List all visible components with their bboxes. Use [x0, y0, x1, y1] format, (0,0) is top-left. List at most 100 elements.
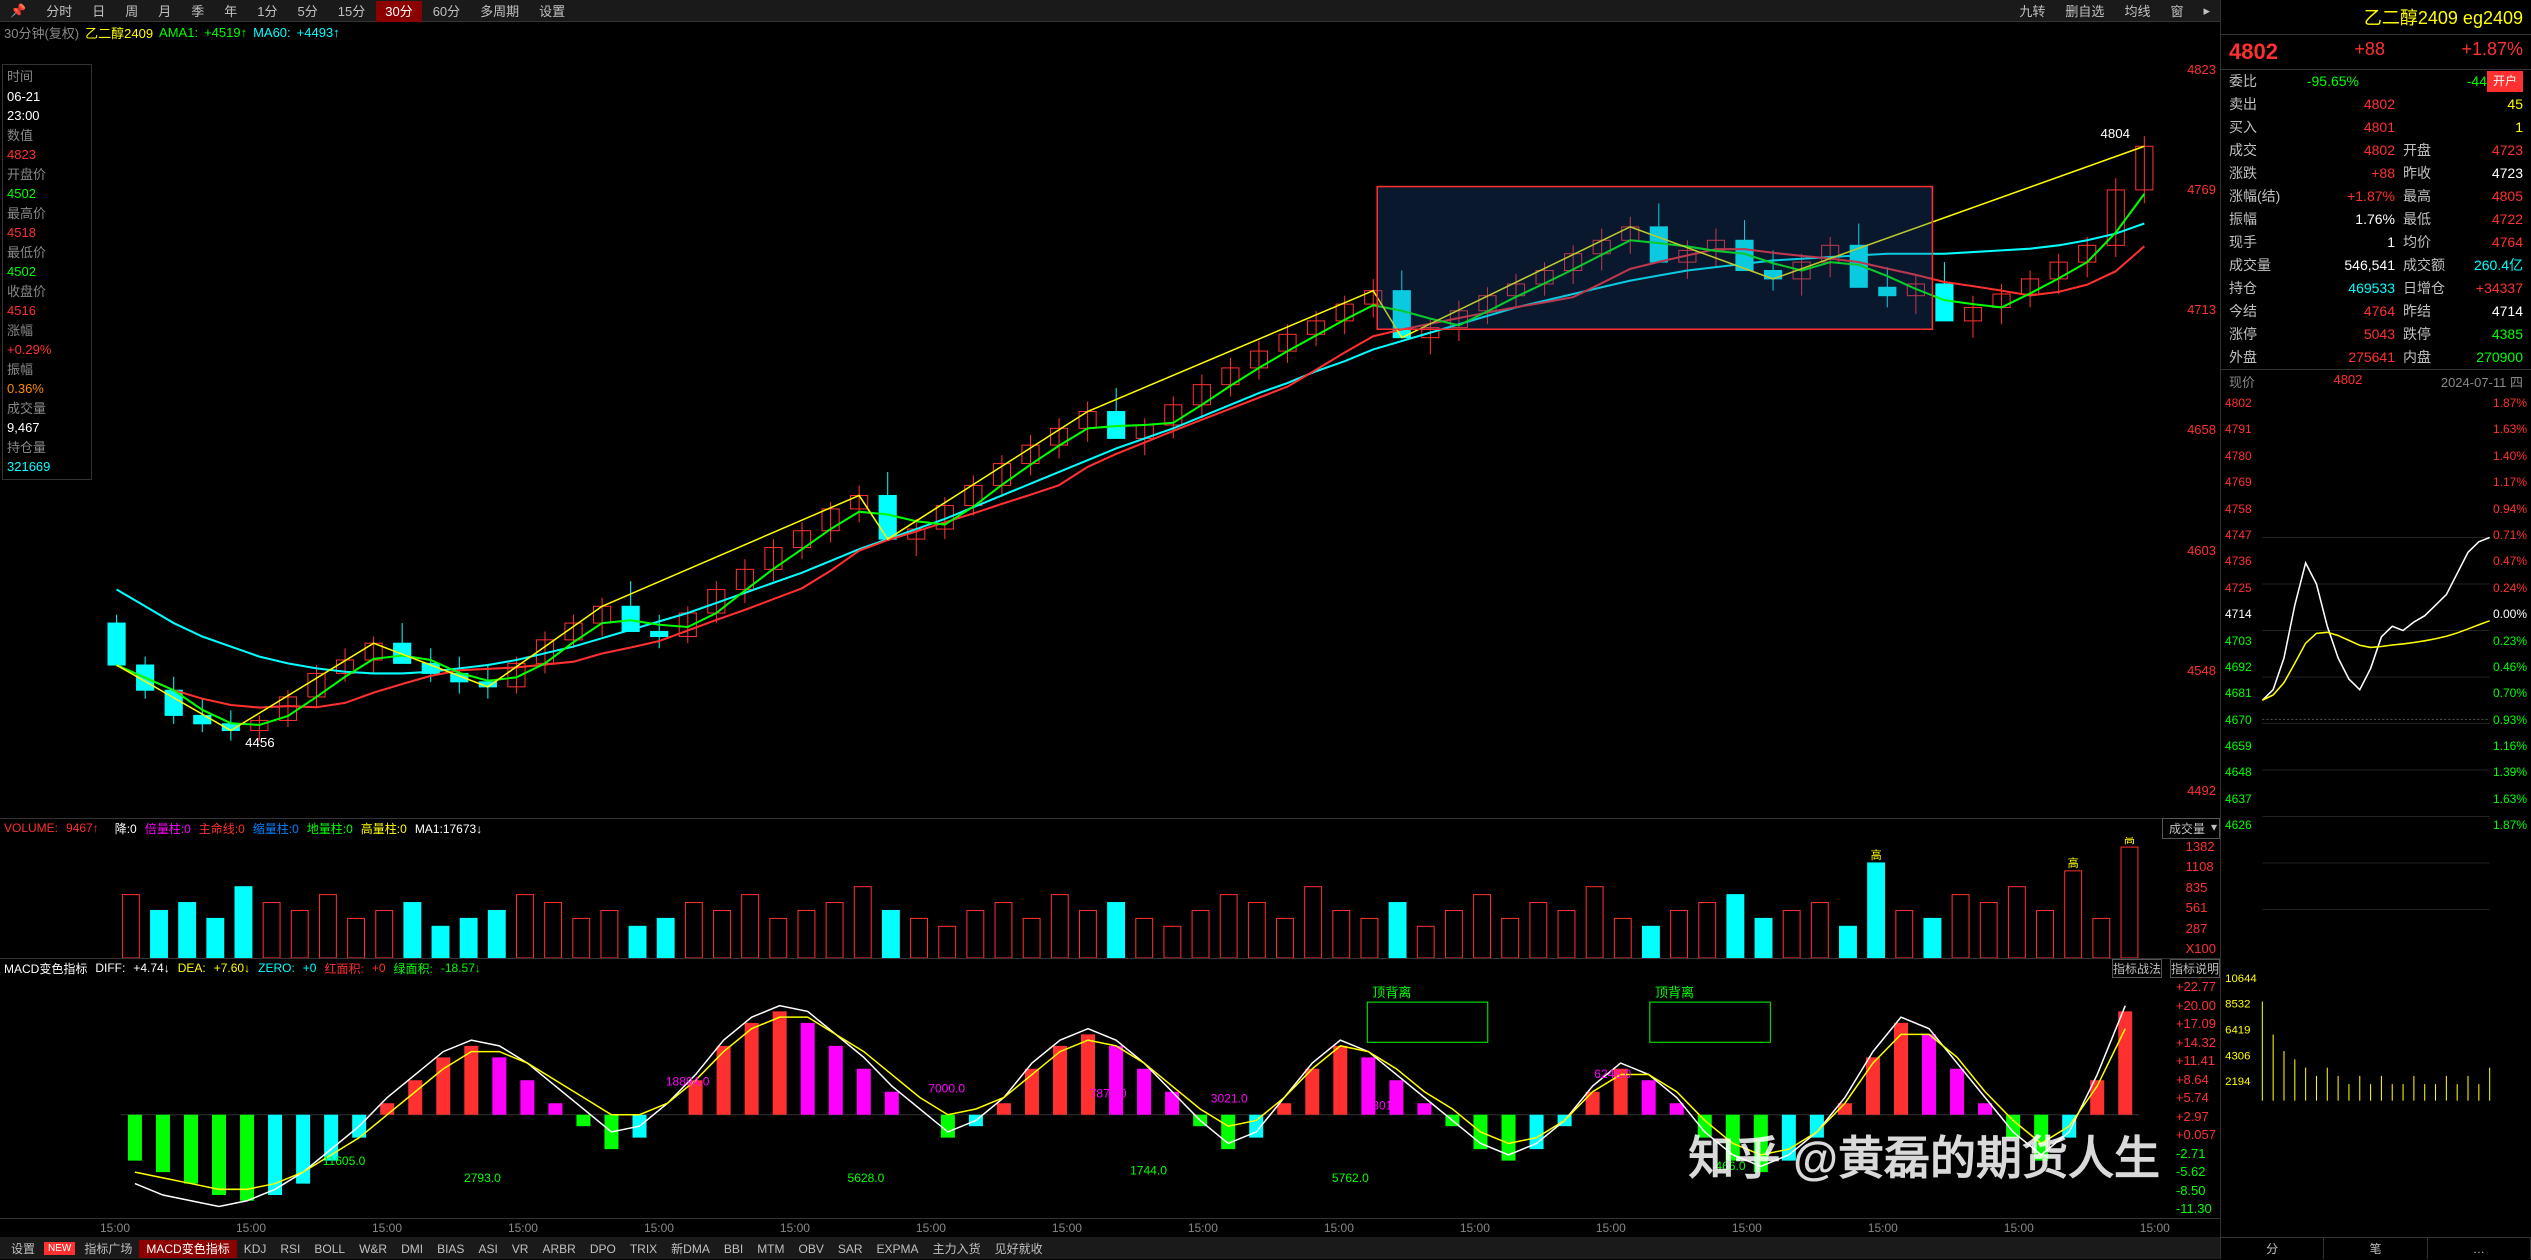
period-30分[interactable]: 30分	[376, 1, 421, 22]
volume-dropdown[interactable]: 成交量	[2162, 818, 2220, 839]
tool-窗[interactable]: 窗	[2161, 1, 2192, 22]
svg-text:1744.0: 1744.0	[1130, 1164, 1167, 1178]
time-axis: 15:0015:0015:0015:0015:0015:0015:0015:00…	[0, 1219, 2220, 1237]
svg-text:4804: 4804	[2101, 126, 2131, 141]
chart-info-bar: 30分钟(复权) 乙二醇2409 AMA1: +4519↑ MA60: +449…	[0, 22, 2220, 42]
svg-text:3021.0: 3021.0	[1211, 1091, 1248, 1105]
svg-text:顶背离: 顶背离	[1655, 985, 1694, 1000]
instrument-title: 乙二醇2409 eg2409	[2221, 0, 2531, 35]
period-1分[interactable]: 1分	[248, 1, 286, 22]
ohlc-sidebar: 时间 06-21 23:00 数值 4823 开盘价 4502 最高价 4518…	[2, 64, 92, 480]
mini-chart-svg: 10644 8532 6419 4306 2194	[2221, 393, 2531, 1240]
svg-text:5628.0: 5628.0	[848, 1171, 885, 1185]
indicator-tab-VR[interactable]: VR	[505, 1240, 536, 1258]
svg-text:高: 高	[2124, 837, 2135, 846]
quote-row: 成交4802开盘4723	[2221, 139, 2531, 162]
indicator-tab-ARBR[interactable]: ARBR	[535, 1240, 582, 1258]
indicator-tab-TRIX[interactable]: TRIX	[623, 1240, 664, 1258]
quote-row: 现手1均价4764	[2221, 231, 2531, 254]
svg-text:4456: 4456	[245, 735, 275, 750]
quote-table: 委比-95.65%-44开户卖出480245买入48011成交4802开盘472…	[2221, 70, 2531, 369]
svg-text:801.0: 801.0	[1372, 1099, 1402, 1113]
quote-row: 卖出480245	[2221, 93, 2531, 116]
indicator-tab-DMI[interactable]: DMI	[394, 1240, 430, 1258]
macd-header: MACD变色指标 DIFF:+4.74↓ DEA:+7.60↓ ZERO:+0 …	[0, 959, 2220, 977]
interval-label: 30分钟(复权)	[4, 23, 79, 42]
macd-help-button[interactable]: 指标说明	[2170, 959, 2220, 978]
indicator-tab-DPO[interactable]: DPO	[583, 1240, 623, 1258]
period-多周期[interactable]: 多周期	[471, 1, 528, 22]
svg-text:6419: 6419	[2225, 1025, 2250, 1037]
tool-九转[interactable]: 九转	[2010, 1, 2054, 22]
quote-row: 委比-95.65%-44开户	[2221, 70, 2531, 93]
indicator-tab-OBV[interactable]: OBV	[792, 1240, 831, 1258]
indicator-tab-BIAS[interactable]: BIAS	[430, 1240, 471, 1258]
indicator-tab-MACD变色指标[interactable]: MACD变色指标	[139, 1240, 236, 1258]
period-季[interactable]: 季	[182, 1, 213, 22]
indicator-tab-MTM[interactable]: MTM	[750, 1240, 791, 1258]
svg-text:10644: 10644	[2225, 973, 2257, 985]
period-年[interactable]: 年	[215, 1, 246, 22]
period-15分[interactable]: 15分	[329, 1, 374, 22]
svg-text:7000.0: 7000.0	[928, 1082, 965, 1096]
pin-icon[interactable]: 📌	[1, 0, 35, 22]
volume-bars-svg: 高高高	[0, 837, 2220, 958]
indicator-tabs: 设置 NEW 指标广场MACD变色指标KDJRSIBOLLW&RDMIBIASA…	[0, 1237, 2220, 1259]
svg-text:18894.0: 18894.0	[666, 1074, 710, 1088]
open-account-button[interactable]: 开户	[2487, 71, 2523, 92]
svg-text:466.0: 466.0	[1715, 1159, 1745, 1173]
indicator-tab-RSI[interactable]: RSI	[273, 1240, 307, 1258]
quote-panel: 乙二醇2409 eg2409 4802 +88 +1.87% 委比-95.65%…	[2221, 0, 2531, 1259]
arrow-icon[interactable]: ▸	[2194, 0, 2219, 22]
candlestick-chart-svg: 4804 4456	[0, 42, 2220, 818]
indicator-tab-见好就收[interactable]: 见好就收	[988, 1240, 1050, 1258]
indicator-tab-ASI[interactable]: ASI	[471, 1240, 504, 1258]
svg-text:2194: 2194	[2225, 1076, 2250, 1088]
indicator-tab-KDJ[interactable]: KDJ	[237, 1240, 274, 1258]
indicator-tab-指标广场[interactable]: 指标广场	[77, 1240, 139, 1258]
indicator-settings[interactable]: 设置	[4, 1238, 42, 1259]
ma60-label: MA60:	[253, 25, 291, 40]
period-5分[interactable]: 5分	[289, 1, 327, 22]
volume-panel[interactable]: VOLUME: 9467↑ 降:0倍量柱:0主命线:0缩量柱:0地量柱:0高量柱…	[0, 819, 2220, 959]
svg-text:高: 高	[1871, 848, 1882, 862]
quote-row: 今结4764昨结4714	[2221, 300, 2531, 323]
period-设置[interactable]: 设置	[530, 1, 574, 22]
macd-strategy-button[interactable]: 指标战法	[2112, 959, 2162, 978]
price-change-pct: +1.87%	[2461, 39, 2523, 65]
indicator-tab-SAR[interactable]: SAR	[831, 1240, 870, 1258]
quote-row: 振幅1.76%最低4722	[2221, 208, 2531, 231]
quote-row: 持仓469533日增仓+34337	[2221, 277, 2531, 300]
svg-text:7875.0: 7875.0	[1090, 1087, 1127, 1101]
tool-均线[interactable]: 均线	[2115, 1, 2159, 22]
indicator-tab-BBI[interactable]: BBI	[717, 1240, 750, 1258]
symbol-name: 乙二醇2409	[85, 23, 153, 42]
intraday-mini-chart[interactable]: 现价 4802 2024-07-11 四 1064485326419430621…	[2221, 369, 2531, 1237]
macd-chart-svg: 顶背离顶背离11605.02793.018894.05628.07000.078…	[0, 977, 2220, 1218]
indicator-tab-新DMA[interactable]: 新DMA	[664, 1240, 717, 1258]
svg-text:6246.0: 6246.0	[1594, 1067, 1631, 1081]
quote-row: 涨幅(结)+1.87%最高4805	[2221, 185, 2531, 208]
period-日[interactable]: 日	[83, 1, 114, 22]
indicator-tab-W&R[interactable]: W&R	[352, 1240, 394, 1258]
svg-text:4306: 4306	[2225, 1050, 2250, 1062]
volume-header: VOLUME: 9467↑ 降:0倍量柱:0主命线:0缩量柱:0地量柱:0高量柱…	[0, 819, 2220, 837]
last-price: 4802	[2229, 39, 2278, 65]
svg-text:8532: 8532	[2225, 999, 2250, 1011]
period-60分[interactable]: 60分	[424, 1, 469, 22]
quote-row: 买入48011	[2221, 116, 2531, 139]
indicator-tab-EXPMA[interactable]: EXPMA	[870, 1240, 926, 1258]
indicator-tab-主力入货[interactable]: 主力入货	[926, 1240, 988, 1258]
period-分时[interactable]: 分时	[37, 1, 81, 22]
quote-row: 成交量546,541成交额260.4亿	[2221, 254, 2531, 277]
quote-row: 涨停5043跌停4385	[2221, 323, 2531, 346]
svg-text:高: 高	[2068, 856, 2079, 870]
period-toolbar: 📌 分时日周月季年1分5分15分30分60分多周期设置 九转删自选均线窗 ▸	[0, 0, 2220, 22]
period-周[interactable]: 周	[116, 1, 147, 22]
period-月[interactable]: 月	[149, 1, 180, 22]
main-chart[interactable]: 时间 06-21 23:00 数值 4823 开盘价 4502 最高价 4518…	[0, 42, 2220, 819]
macd-panel[interactable]: MACD变色指标 DIFF:+4.74↓ DEA:+7.60↓ ZERO:+0 …	[0, 959, 2220, 1219]
price-summary: 4802 +88 +1.87%	[2221, 35, 2531, 70]
tool-删自选[interactable]: 删自选	[2056, 1, 2113, 22]
indicator-tab-BOLL[interactable]: BOLL	[307, 1240, 352, 1258]
